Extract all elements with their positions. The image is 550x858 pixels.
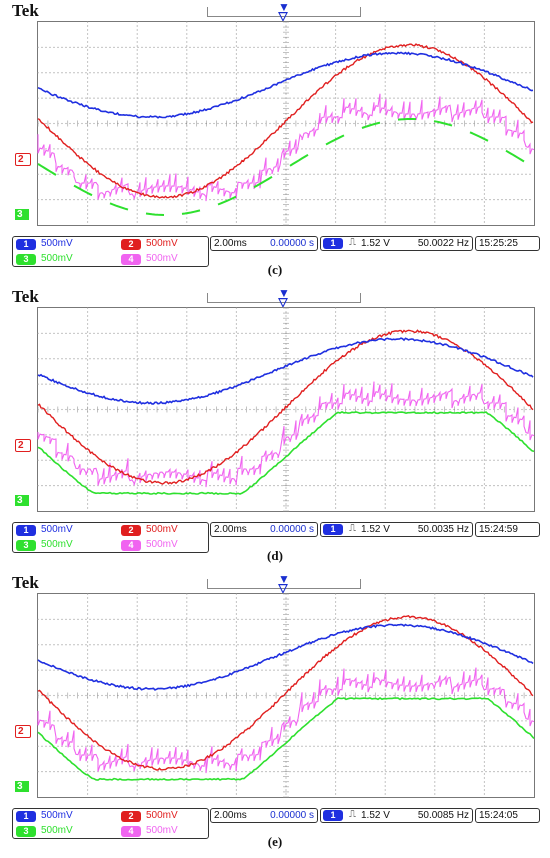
delay: 0.00000 s <box>270 238 314 249</box>
trigger-marker-icon: ▼ ▽ <box>278 3 288 21</box>
brand-logo: Tek <box>12 1 39 21</box>
clock: 15:25:25 <box>479 238 518 249</box>
timebase: 2.00ms <box>214 810 247 821</box>
channel-2-trace <box>38 616 533 770</box>
brand-logo: Tek <box>12 573 39 593</box>
delay: 0.00000 s <box>270 524 314 535</box>
scope-panel-e: Tek ▼ ▽ 2 3 1 500mV 2 500mV 3 500mV 4 500mV 2.00ms 0.0… <box>0 572 550 858</box>
clock-box: 15:24:59 <box>475 522 540 537</box>
ch1-scale: 500mV <box>41 524 73 535</box>
channel-2-ground-marker: 2 <box>15 439 31 452</box>
scope-panel-c: Tek ▼ ▽ 2 3 1 500mV 2 500mV 3 500mV 4 500mV 2.00ms 0.0… <box>0 0 550 286</box>
ch2-badge: 2 <box>121 525 141 536</box>
delay: 0.00000 s <box>270 810 314 821</box>
trigger-edge-icon: ⎍ <box>349 523 356 534</box>
brand-logo: Tek <box>12 287 39 307</box>
channel-2-ground-marker: 2 <box>15 725 31 738</box>
ch1-scale: 500mV <box>41 810 73 821</box>
clock-box: 15:25:25 <box>475 236 540 251</box>
ch1-badge: 1 <box>16 525 36 536</box>
ch1-badge: 1 <box>16 811 36 822</box>
channel-2-trace <box>38 44 533 198</box>
ch2-scale: 500mV <box>146 238 178 249</box>
channel-2-ground-marker: 2 <box>15 153 31 166</box>
waveform-plot <box>38 594 534 797</box>
channel-2-trace <box>38 330 533 484</box>
trigger-level: 1.52 V <box>361 524 390 535</box>
trigger-channel-badge: 1 <box>323 810 343 821</box>
waveform-plot <box>38 308 534 511</box>
timebase-box: 2.00ms 0.00000 s <box>210 808 318 823</box>
status-bar: 1 500mV 2 500mV 3 500mV 4 500mV 2.00ms 0.00000 s1… <box>12 800 542 833</box>
clock: 15:24:05 <box>479 810 518 821</box>
trigger-level: 1.52 V <box>361 238 390 249</box>
clock: 15:24:59 <box>479 524 518 535</box>
trigger-channel-badge: 1 <box>323 524 343 535</box>
waveform-screen <box>37 593 535 798</box>
frequency: 50.0085 Hz <box>418 810 469 821</box>
trigger-box: 1 ⎍ 1.52 V 50.0035 Hz <box>320 522 473 537</box>
ch2-badge: 2 <box>121 811 141 822</box>
status-bar: 1 500mV 2 500mV 3 500mV 4 500mV 2.00ms 0.00000 s1… <box>12 228 542 261</box>
trigger-marker-icon: ▼ ▽ <box>278 289 288 307</box>
channel-3-ground-marker: 3 <box>15 781 29 792</box>
channel-3-ground-marker: 3 <box>15 495 29 506</box>
ch1-scale: 500mV <box>41 238 73 249</box>
trigger-box: 1 ⎍ 1.52 V 50.0085 Hz <box>320 808 473 823</box>
timebase: 2.00ms <box>214 238 247 249</box>
panel-caption: (c) <box>0 262 550 278</box>
ch2-scale: 500mV <box>146 810 178 821</box>
status-bar: 1 500mV 2 500mV 3 500mV 4 500mV 2.00ms 0.00000 s1… <box>12 514 542 547</box>
panel-caption: (d) <box>0 548 550 564</box>
scope-panel-d: Tek ▼ ▽ 2 3 1 500mV 2 500mV 3 500mV 4 500mV 2.00ms 0.0… <box>0 286 550 572</box>
trigger-marker-icon: ▼ ▽ <box>278 575 288 593</box>
timebase-box: 2.00ms 0.00000 s <box>210 236 318 251</box>
waveform-screen <box>37 21 535 226</box>
channel-3-trace <box>38 119 524 215</box>
ch2-scale: 500mV <box>146 524 178 535</box>
trigger-edge-icon: ⎍ <box>349 809 356 820</box>
channel-3-ground-marker: 3 <box>15 209 29 220</box>
trigger-edge-icon: ⎍ <box>349 237 356 248</box>
frequency: 50.0035 Hz <box>418 524 469 535</box>
timebase-box: 2.00ms 0.00000 s <box>210 522 318 537</box>
ch2-badge: 2 <box>121 239 141 250</box>
timebase: 2.00ms <box>214 524 247 535</box>
waveform-plot <box>38 22 534 225</box>
trigger-box: 1 ⎍ 1.52 V 50.0022 Hz <box>320 236 473 251</box>
waveform-screen <box>37 307 535 512</box>
ch1-badge: 1 <box>16 239 36 250</box>
panel-caption: (e) <box>0 834 550 850</box>
clock-box: 15:24:05 <box>475 808 540 823</box>
trigger-channel-badge: 1 <box>323 238 343 249</box>
frequency: 50.0022 Hz <box>418 238 469 249</box>
trigger-level: 1.52 V <box>361 810 390 821</box>
